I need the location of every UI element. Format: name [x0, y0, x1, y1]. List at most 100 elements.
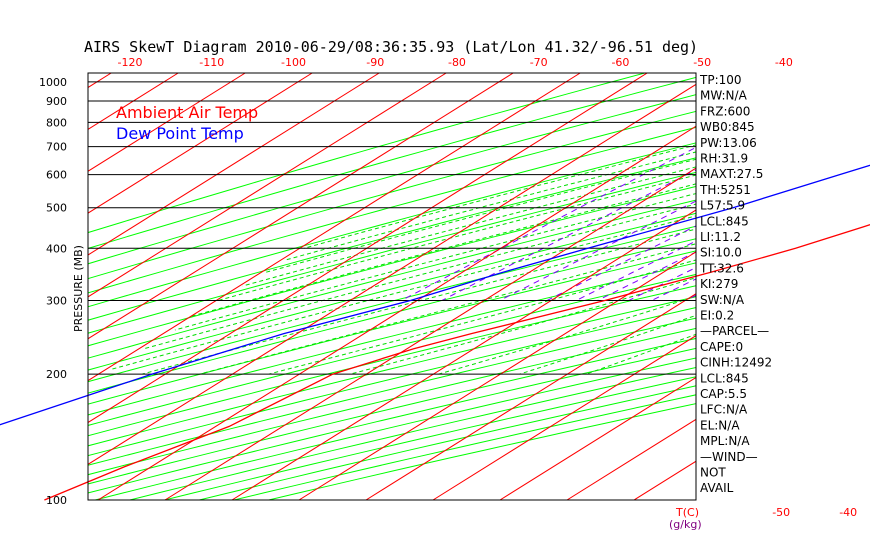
dry-adiabat — [88, 250, 696, 405]
index-label: SI:10.0 — [700, 246, 742, 260]
dry-adiabat — [164, 376, 696, 500]
dry-adiabat — [88, 327, 696, 476]
plot-frame — [87, 72, 697, 501]
index-label: FRZ:600 — [700, 104, 750, 118]
index-label: MW:N/A — [700, 89, 748, 103]
pressure-tick-label: 900 — [46, 95, 67, 108]
isotherm — [432, 335, 696, 500]
pressure-tick-label: 800 — [46, 116, 67, 129]
dry-adiabat — [88, 76, 696, 249]
isotherm — [88, 73, 447, 298]
isotherm — [88, 73, 581, 382]
dry-adiabat — [199, 385, 696, 500]
dry-adiabat — [88, 171, 696, 334]
mixing-ratio-line — [441, 169, 696, 301]
index-label: TT:32.6 — [699, 261, 744, 275]
index-label: LCL:845 — [700, 371, 749, 385]
legend-dewpoint: Dew Point Temp — [116, 124, 244, 143]
index-label: SW:N/A — [700, 293, 745, 307]
top-temp-tick: -40 — [775, 56, 793, 69]
moist-adiabat — [199, 243, 696, 375]
temp-unit-label: T(C) — [675, 506, 699, 519]
y-axis-label: PRESSURE (MB) — [72, 245, 85, 332]
moist-adiabat — [268, 259, 696, 375]
moist-adiabat — [174, 193, 696, 331]
isotherm — [97, 125, 696, 500]
dry-adiabat — [88, 262, 696, 416]
index-label: LFC:N/A — [700, 403, 748, 417]
data-layer — [0, 164, 870, 501]
index-label: TP:100 — [699, 73, 742, 87]
index-label: EL:N/A — [700, 418, 740, 432]
index-label: MAXT:27.5 — [700, 167, 763, 181]
dry-adiabat — [88, 307, 696, 457]
top-temp-tick: -60 — [611, 56, 629, 69]
dry-adiabat — [88, 347, 696, 494]
grid-clipped — [0, 73, 870, 500]
pressure-tick-label: 500 — [46, 202, 67, 215]
isotherm — [88, 73, 112, 89]
mixing-ratio-line — [831, 73, 870, 301]
bottom-temp-tick: -40 — [839, 506, 857, 519]
dewpoint-line — [0, 164, 870, 426]
moist-adiabat — [242, 166, 696, 287]
pressure-tick-label: 1000 — [39, 76, 67, 89]
index-label: EI:0.2 — [700, 309, 734, 323]
top-temp-tick: -70 — [530, 56, 548, 69]
mixing-ratio-line — [499, 200, 696, 301]
index-label: —WIND— — [700, 450, 758, 464]
isotherm — [0, 73, 44, 500]
top-temp-tick: -50 — [693, 56, 711, 69]
axis-layer: 1002003004005006007008009001000-50-40-30… — [39, 56, 857, 519]
grid-layer — [0, 73, 870, 500]
dry-adiabat — [88, 94, 696, 265]
ambient-temp-line — [44, 223, 870, 501]
top-temp-tick: -120 — [118, 56, 143, 69]
index-label: CAP:5.5 — [700, 387, 747, 401]
isotherm — [298, 251, 696, 500]
top-temp-tick: -80 — [448, 56, 466, 69]
dry-adiabat — [268, 403, 696, 500]
top-temp-tick: -100 — [281, 56, 306, 69]
dry-adiabat — [88, 199, 696, 359]
top-temp-tick: -110 — [199, 56, 224, 69]
pressure-tick-label: 700 — [46, 141, 67, 154]
pressure-tick-label: 200 — [46, 368, 67, 381]
index-label: TH:5251 — [699, 183, 751, 197]
isotherm — [88, 73, 380, 256]
dry-adiabat — [88, 73, 646, 234]
chart-title: AIRS SkewT Diagram 2010-06-29/08:36:35.9… — [84, 38, 698, 56]
index-label: MPL:N/A — [700, 434, 750, 448]
dry-adiabat — [88, 337, 696, 485]
index-label: CINH:12492 — [700, 356, 772, 370]
index-label: AVAIL — [700, 481, 734, 495]
dry-adiabat — [88, 317, 696, 466]
moist-adiabat — [191, 183, 696, 317]
index-label: PW:13.06 — [700, 136, 757, 150]
isotherm — [88, 73, 313, 214]
dry-adiabat — [88, 110, 696, 280]
mixing-ratio-line — [651, 278, 696, 301]
dry-adiabat — [88, 285, 696, 437]
isotherm — [566, 418, 696, 500]
moist-adiabat — [303, 144, 696, 249]
pressure-tick-label: 100 — [46, 494, 67, 507]
index-label: LI:11.2 — [700, 230, 741, 244]
dry-adiabat — [88, 157, 696, 321]
dry-adiabat — [88, 296, 696, 447]
isotherm — [768, 73, 870, 500]
pressure-tick-label: 400 — [46, 242, 67, 255]
isotherm — [88, 73, 514, 340]
dry-adiabat — [88, 225, 696, 383]
index-label: LCL:845 — [700, 214, 749, 228]
dry-adiabat — [88, 185, 696, 347]
dry-adiabat — [95, 357, 696, 500]
dry-adiabat — [88, 273, 696, 426]
mixing-ratio-line — [766, 73, 870, 301]
index-label: —PARCEL— — [700, 324, 769, 338]
moist-adiabat — [350, 277, 696, 375]
index-label: NOT — [700, 466, 726, 480]
pressure-tick-label: 600 — [46, 169, 67, 182]
moist-adiabat — [264, 158, 696, 273]
